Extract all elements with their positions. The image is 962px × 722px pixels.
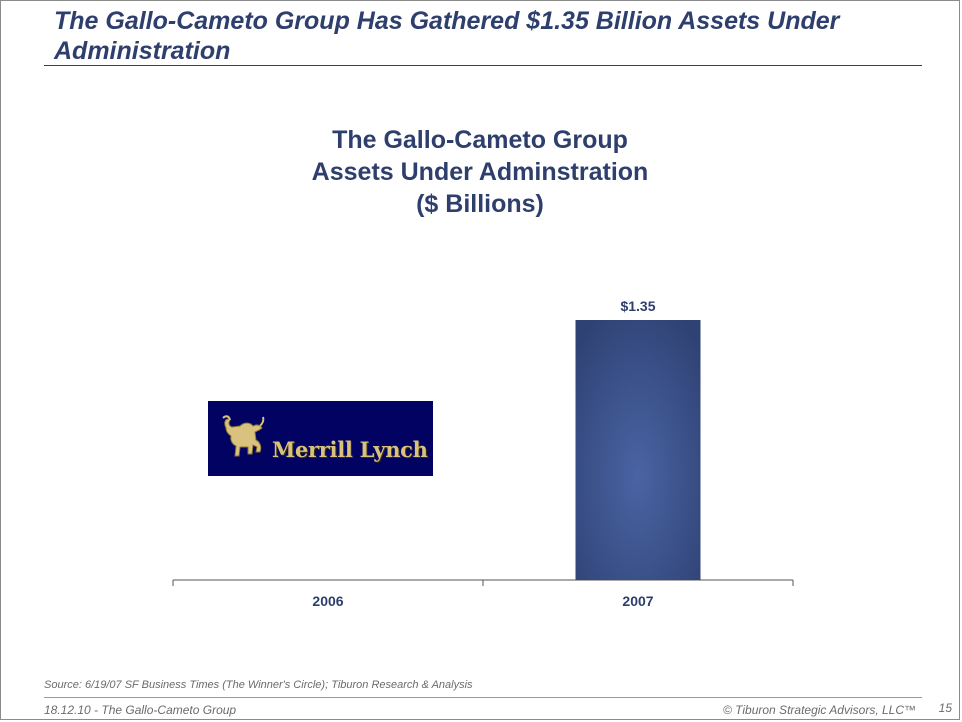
title-divider bbox=[44, 65, 922, 66]
footer-divider bbox=[44, 697, 922, 698]
slide-title: The Gallo-Cameto Group Has Gathered $1.3… bbox=[54, 7, 840, 65]
bull-icon bbox=[222, 415, 265, 457]
merrill-lynch-logo: Merrill Lynch bbox=[208, 401, 433, 476]
x-tick-label-2006: 2006 bbox=[312, 593, 343, 609]
bar-2007 bbox=[575, 320, 701, 580]
chart-title-line-3: ($ Billions) bbox=[416, 190, 544, 218]
footer-date-label: 18.12.10 - The Gallo-Cameto Group bbox=[44, 703, 237, 717]
x-tick-label-2007: 2007 bbox=[622, 593, 653, 609]
chart-title-line-1: The Gallo-Cameto Group bbox=[332, 126, 628, 154]
data-label-2007: $1.35 bbox=[620, 298, 655, 314]
logo-wordmark: Merrill Lynch bbox=[272, 437, 428, 462]
source-note: Source: 6/19/07 SF Business Times (The W… bbox=[44, 679, 473, 691]
chart-title-line-2: Assets Under Adminstration bbox=[311, 158, 649, 186]
chart-title: The Gallo-Cameto Group Assets Under Admi… bbox=[180, 124, 780, 220]
footer-copyright: © Tiburon Strategic Advisors, LLC™ bbox=[722, 703, 916, 717]
page-number: 15 bbox=[938, 701, 952, 715]
